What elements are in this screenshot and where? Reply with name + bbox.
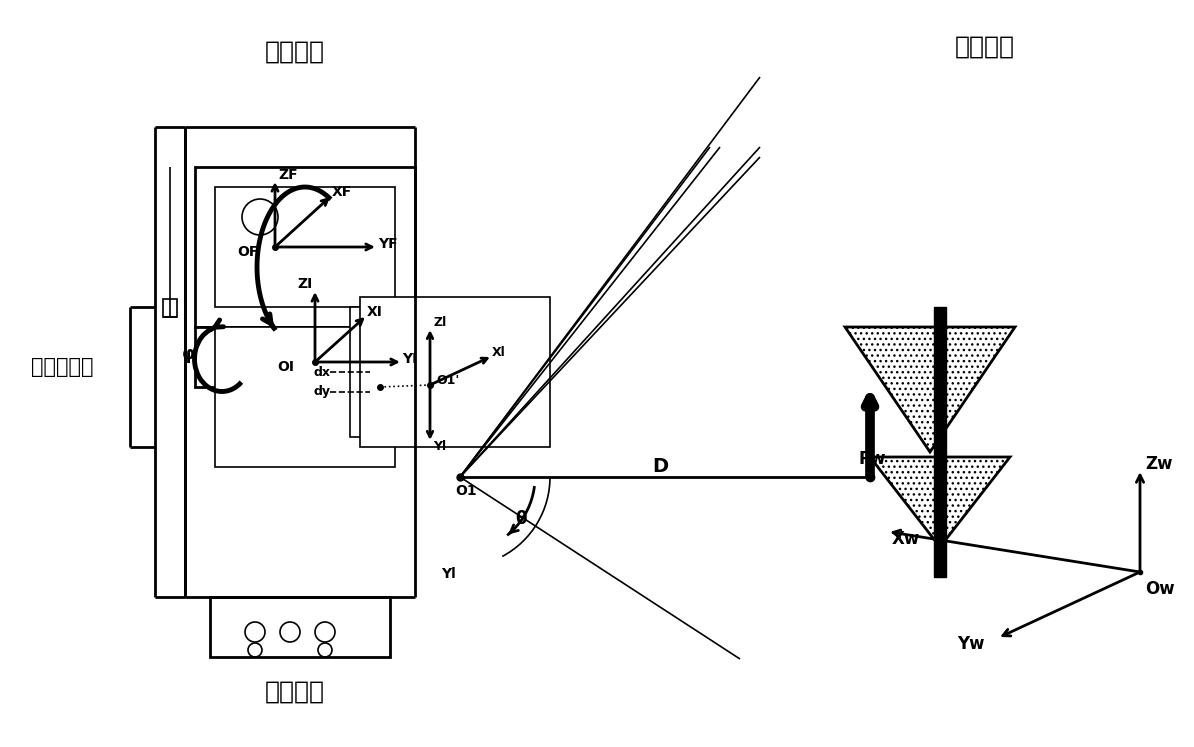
Bar (934, 307, 946, 577)
Text: XI: XI (367, 305, 383, 319)
Polygon shape (350, 307, 540, 437)
Text: Ow: Ow (1145, 580, 1175, 598)
Text: 被测物体: 被测物体 (955, 35, 1015, 59)
Text: O1': O1' (436, 374, 460, 386)
Text: φ: φ (181, 345, 195, 363)
Text: Xw: Xw (892, 530, 921, 548)
Text: dy: dy (313, 385, 330, 398)
Text: Pw: Pw (858, 450, 886, 468)
Text: O1: O1 (455, 484, 476, 498)
Circle shape (242, 199, 278, 235)
Text: θ: θ (515, 510, 527, 528)
Text: 激光扫描仪: 激光扫描仪 (31, 357, 93, 377)
Text: XF: XF (332, 185, 352, 199)
Text: ZI: ZI (297, 277, 313, 291)
Text: 车载云台: 车载云台 (265, 680, 325, 704)
Text: ZF: ZF (278, 168, 297, 182)
Polygon shape (195, 327, 416, 387)
Text: OI: OI (277, 360, 294, 374)
Text: 惯性单元: 惯性单元 (265, 40, 325, 64)
Text: YI: YI (402, 352, 417, 366)
Text: OF: OF (236, 245, 258, 259)
Text: Xl: Xl (492, 347, 506, 359)
Polygon shape (210, 597, 390, 657)
Polygon shape (195, 167, 416, 327)
Text: Zl: Zl (433, 317, 447, 329)
Polygon shape (215, 187, 395, 307)
Text: D: D (652, 457, 669, 477)
Text: Yw: Yw (958, 635, 985, 653)
Text: YF: YF (378, 237, 398, 251)
Polygon shape (361, 297, 550, 447)
Text: Zw: Zw (1145, 455, 1173, 473)
Bar (164, 299, 177, 317)
Text: dx: dx (313, 365, 330, 379)
Polygon shape (215, 327, 395, 467)
Text: Yl: Yl (433, 441, 447, 453)
Text: Yl: Yl (441, 567, 455, 581)
